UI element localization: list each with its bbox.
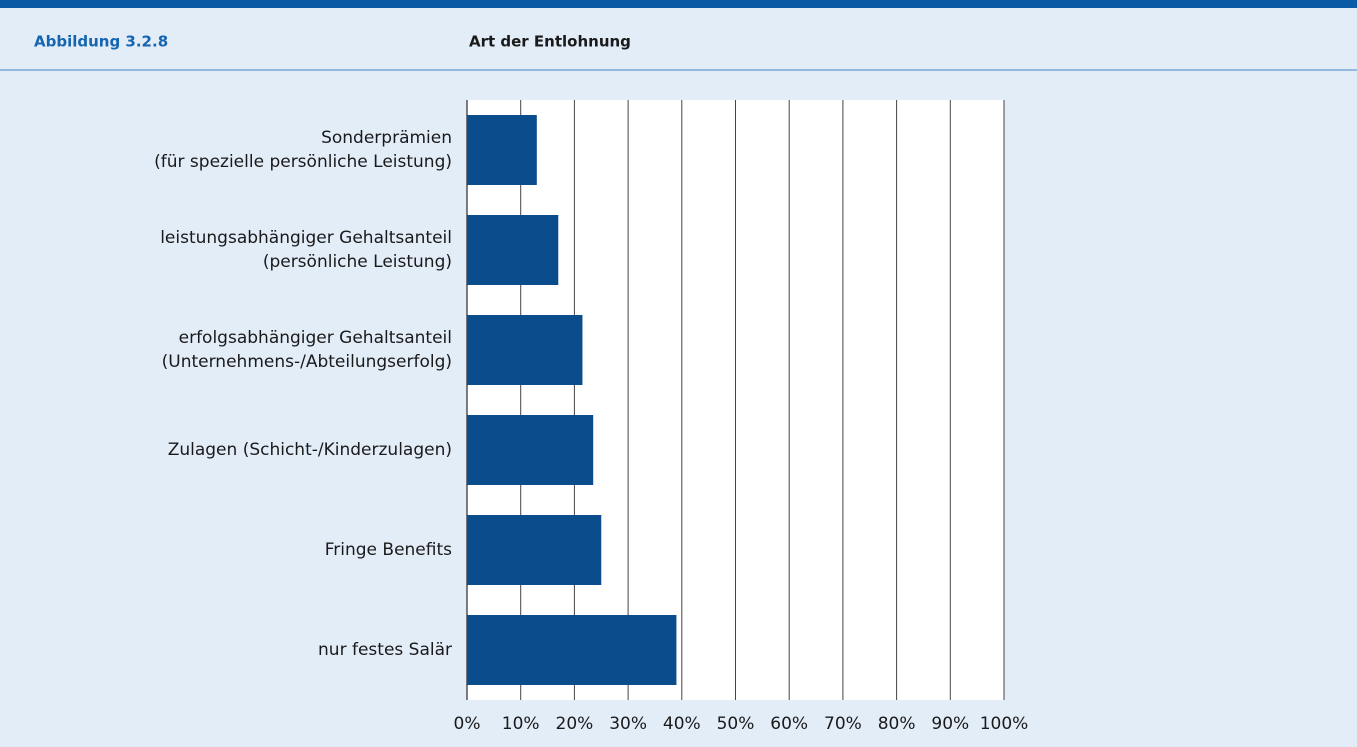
bar	[467, 115, 537, 185]
x-tick-label: 30%	[609, 714, 647, 734]
x-tick-label: 80%	[878, 714, 916, 734]
bar	[467, 515, 602, 585]
x-tick-label: 60%	[770, 714, 808, 734]
x-tick-label: 40%	[663, 714, 701, 734]
bar	[467, 415, 594, 485]
x-tick-label: 90%	[931, 714, 969, 734]
bar	[467, 615, 677, 685]
y-tick-label: (für spezielle persönliche Leistung)	[154, 152, 452, 172]
top-bar	[0, 0, 1357, 8]
y-tick-label: Zulagen (Schicht-/Kinderzulagen)	[168, 440, 452, 460]
y-tick-label: Fringe Benefits	[325, 540, 452, 560]
x-tick-label: 50%	[717, 714, 755, 734]
bar	[467, 315, 583, 385]
y-tick-label: (persönliche Leistung)	[263, 252, 452, 272]
x-tick-label: 0%	[454, 714, 481, 734]
y-tick-label: (Unternehmens-/Abteilungserfolg)	[162, 352, 452, 372]
x-tick-label: 100%	[980, 714, 1029, 734]
y-tick-label: leistungsabhängiger Gehaltsanteil	[160, 228, 452, 248]
y-tick-label: Sonderprämien	[321, 128, 452, 148]
figure-label: Abbildung 3.2.8	[34, 33, 168, 51]
x-tick-label: 20%	[556, 714, 594, 734]
y-tick-label: nur festes Salär	[318, 640, 452, 660]
y-tick-label: erfolgsabhängiger Gehaltsanteil	[179, 328, 452, 348]
x-tick-label: 10%	[502, 714, 540, 734]
x-tick-label: 70%	[824, 714, 862, 734]
chart-title: Art der Entlohnung	[469, 33, 631, 51]
bar	[467, 215, 559, 285]
